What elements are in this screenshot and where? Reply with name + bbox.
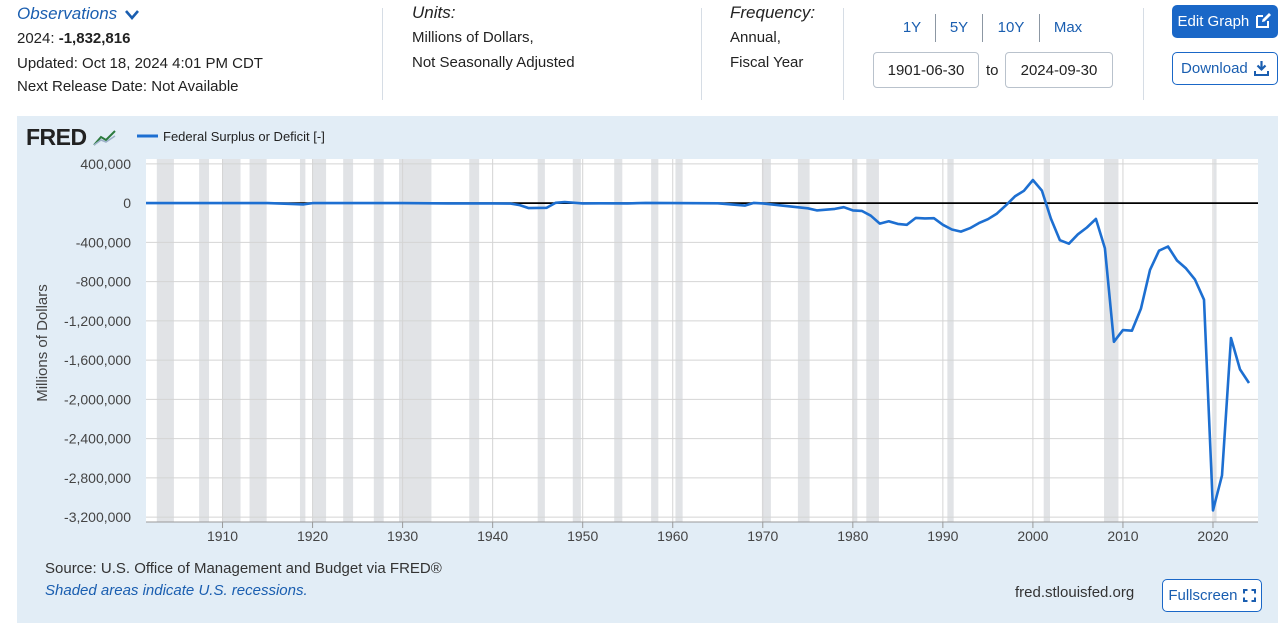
recession-band bbox=[572, 159, 581, 522]
recession-band bbox=[1104, 159, 1119, 522]
x-tick-label: 1950 bbox=[567, 528, 598, 544]
y-tick-label: -800,000 bbox=[76, 274, 131, 290]
units-label: Units: bbox=[412, 3, 456, 22]
range-1y-button[interactable]: 1Y bbox=[902, 19, 922, 36]
range-10y-button[interactable]: 10Y bbox=[997, 19, 1025, 36]
recession-band bbox=[614, 159, 623, 522]
range-divider bbox=[1039, 14, 1040, 42]
x-tick-label: 1910 bbox=[207, 528, 238, 544]
source-text: Source: U.S. Office of Management and Bu… bbox=[45, 560, 442, 577]
divider bbox=[1143, 8, 1144, 100]
recession-band bbox=[537, 159, 545, 522]
x-tick-label: 2020 bbox=[1197, 528, 1228, 544]
edit-graph-label: Edit Graph bbox=[1177, 13, 1250, 30]
y-tick-label: -1,600,000 bbox=[64, 352, 131, 368]
y-tick-label: -1,200,000 bbox=[64, 313, 131, 329]
recession-band bbox=[947, 159, 954, 522]
recession-band bbox=[399, 159, 432, 522]
x-tick-label: 1920 bbox=[297, 528, 328, 544]
x-tick-label: 1990 bbox=[927, 528, 958, 544]
y-tick-label: -2,000,000 bbox=[64, 391, 131, 407]
latest-observation: 2024: -1,832,816 bbox=[17, 30, 130, 47]
start-date-input[interactable]: 1901-06-30 bbox=[873, 52, 979, 88]
observations-label: Observations bbox=[17, 4, 118, 23]
edit-graph-button[interactable]: Edit Graph bbox=[1172, 5, 1278, 38]
range-divider bbox=[935, 14, 936, 42]
recession-band bbox=[299, 159, 306, 522]
plot-area bbox=[146, 159, 1258, 522]
recession-band bbox=[312, 159, 327, 522]
next-release-text: Next Release Date: Not Available bbox=[17, 78, 239, 95]
recession-band bbox=[866, 159, 879, 522]
observation-value: -1,832,816 bbox=[58, 30, 131, 47]
y-axis-label: Millions of Dollars bbox=[34, 284, 51, 402]
fullscreen-icon bbox=[1242, 589, 1256, 602]
x-tick-label: 1940 bbox=[477, 528, 508, 544]
recession-band bbox=[1213, 159, 1217, 522]
frequency-label: Frequency: bbox=[730, 3, 816, 22]
fred-logo: FRED bbox=[26, 124, 117, 151]
x-tick-label: 1980 bbox=[837, 528, 868, 544]
divider bbox=[701, 8, 702, 100]
recession-band bbox=[651, 159, 659, 522]
frequency-line-1: Annual, bbox=[730, 29, 781, 46]
chevron-down-icon bbox=[124, 9, 139, 20]
divider bbox=[843, 8, 844, 100]
fred-logo-graph-icon bbox=[92, 130, 116, 146]
y-tick-label: 400,000 bbox=[80, 156, 131, 172]
y-tick-label: -400,000 bbox=[76, 234, 131, 250]
units-line-1: Millions of Dollars, bbox=[412, 29, 534, 46]
observation-year: 2024: bbox=[17, 30, 55, 47]
y-tick-label: 0 bbox=[123, 195, 131, 211]
recession-band bbox=[675, 159, 683, 522]
range-divider bbox=[982, 14, 983, 42]
series-line-federal-surplus-or-deficit bbox=[146, 178, 1251, 512]
x-tick-label: 2000 bbox=[1017, 528, 1048, 544]
x-tick-label: 1970 bbox=[747, 528, 778, 544]
recession-band bbox=[373, 159, 384, 522]
download-label: Download bbox=[1181, 60, 1248, 77]
recession-band bbox=[1043, 159, 1051, 522]
x-tick-label: 1930 bbox=[387, 528, 418, 544]
x-tick-label: 1960 bbox=[657, 528, 688, 544]
units-line-2: Not Seasonally Adjusted bbox=[412, 54, 575, 71]
x-tick-label: 2010 bbox=[1107, 528, 1138, 544]
recession-band bbox=[469, 159, 480, 522]
download-button[interactable]: Download bbox=[1172, 52, 1278, 85]
end-date-input[interactable]: 2024-09-30 bbox=[1005, 52, 1113, 88]
updated-text: Updated: Oct 18, 2024 4:01 PM CDT bbox=[17, 55, 263, 72]
fullscreen-button[interactable]: Fullscreen bbox=[1162, 579, 1262, 612]
edit-icon bbox=[1256, 13, 1272, 28]
site-url: fred.stlouisfed.org bbox=[1015, 584, 1135, 601]
recession-band bbox=[797, 159, 810, 522]
divider bbox=[382, 8, 383, 100]
fred-logo-text: FRED bbox=[26, 124, 87, 150]
download-icon bbox=[1253, 61, 1269, 76]
to-label: to bbox=[986, 62, 999, 79]
observations-dropdown[interactable]: Observations bbox=[17, 4, 140, 24]
recession-note-link[interactable]: Shaded areas indicate U.S. recessions. bbox=[45, 582, 308, 599]
y-tick-label: -3,200,000 bbox=[64, 509, 131, 525]
y-tick-label: -2,400,000 bbox=[64, 431, 131, 447]
recession-band bbox=[222, 159, 241, 522]
recession-band bbox=[852, 159, 858, 522]
y-tick-label: -2,800,000 bbox=[64, 470, 131, 486]
range-5y-button[interactable]: 5Y bbox=[949, 19, 969, 36]
recession-band bbox=[249, 159, 267, 522]
recession-band bbox=[343, 159, 354, 522]
frequency-line-2: Fiscal Year bbox=[730, 54, 804, 71]
range-max-button[interactable]: Max bbox=[1053, 19, 1083, 36]
recession-band bbox=[199, 159, 210, 522]
recession-band bbox=[156, 159, 174, 522]
fullscreen-label: Fullscreen bbox=[1168, 587, 1238, 604]
recession-band bbox=[761, 159, 771, 522]
legend-label: Federal Surplus or Deficit [-] bbox=[163, 129, 325, 144]
